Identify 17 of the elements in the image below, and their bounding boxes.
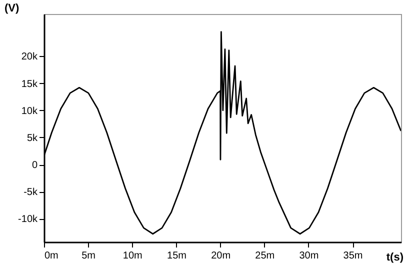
x-tick-label: 35m xyxy=(343,250,363,262)
x-tick-label: 5m xyxy=(82,250,96,262)
y-tick-label: 0 xyxy=(32,160,38,172)
x-tick-label: 20m xyxy=(211,250,231,262)
x-tick-label: 15m xyxy=(166,250,186,262)
y-tick-label: 15k xyxy=(21,78,38,90)
x-tick-label: 10m xyxy=(122,250,142,262)
x-tick-label: 25m xyxy=(255,250,275,262)
x-tick-label: 0m xyxy=(44,250,58,262)
y-tick-label: 5k xyxy=(26,132,38,144)
y-tick-label: -10k xyxy=(18,214,38,226)
y-tick-label: -5k xyxy=(24,187,38,198)
x-axis-title: t(s) xyxy=(386,252,404,264)
y-tick-label: 10k xyxy=(21,106,38,117)
y-axis-title: (V) xyxy=(4,2,20,14)
x-tick-label: 30m xyxy=(299,250,319,262)
y-tick-label: 20k xyxy=(21,52,38,63)
